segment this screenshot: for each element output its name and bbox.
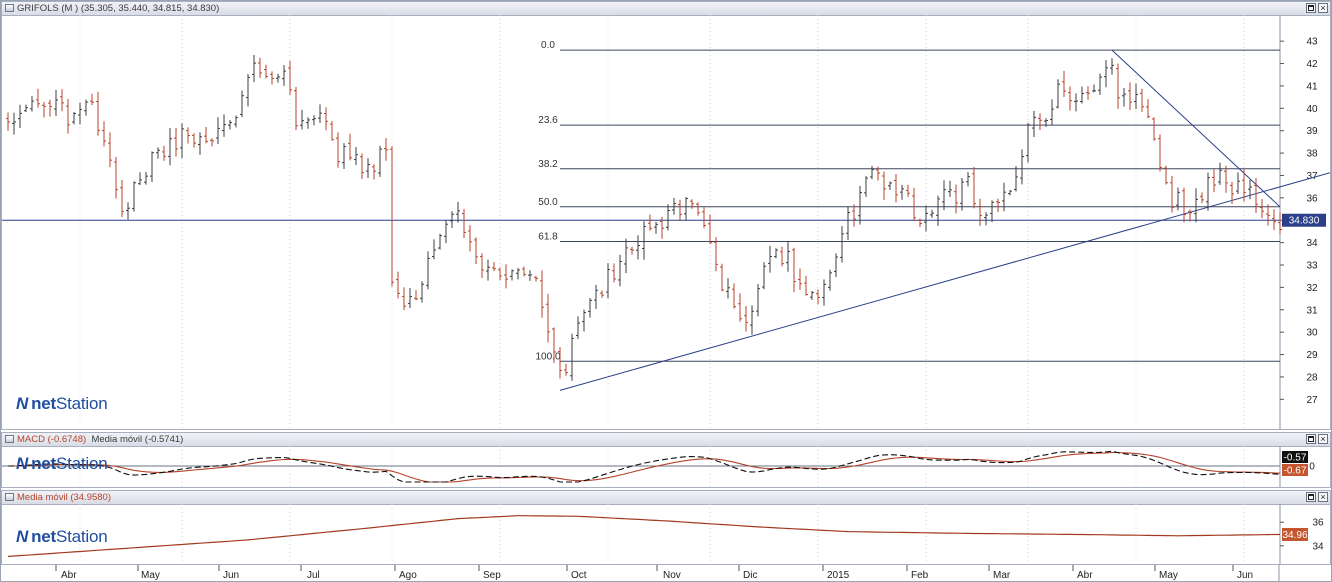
date-axis-label: Jun — [1237, 570, 1253, 581]
fib-level-label: 38.2 — [538, 159, 558, 170]
close-icon[interactable] — [1318, 3, 1328, 13]
fib-level-label: 0.0 — [541, 40, 555, 51]
price-axis-tick-label: 43 — [1306, 37, 1318, 48]
date-axis-label: Ago — [399, 570, 417, 581]
price-axis-tick-label: 28 — [1306, 372, 1318, 383]
netstation-logo-icon: N — [16, 527, 29, 546]
macd-signal-legend: Media móvil (-0.5741) — [91, 434, 184, 445]
date-axis-label: Abr — [1077, 570, 1093, 581]
fib-level-label: 100.0 — [535, 351, 560, 362]
date-axis-label: Sep — [483, 570, 501, 581]
date-axis-label: May — [141, 570, 160, 581]
price-axis-tick-label: 29 — [1306, 350, 1318, 361]
price-panel: GRIFOLS (M ) (35.305, 35.440, 34.815, 34… — [1, 1, 1331, 430]
fib-level-label: 50.0 — [538, 197, 558, 208]
macd-panel-header: MACD (-0.6748) Media móvil (-0.5741) — [2, 433, 1330, 447]
ma-chart: 34 36 34.96 — [7, 504, 1324, 564]
date-axis-label: Oct — [571, 570, 587, 581]
netstation-logo-icon: N — [16, 454, 29, 473]
maximize-icon[interactable] — [1306, 3, 1316, 13]
macd-signal-line — [8, 451, 1281, 483]
price-axis-tick-label: 38 — [1306, 149, 1318, 160]
signal-value-label: -0.67 — [1284, 466, 1307, 477]
close-icon[interactable] — [1318, 492, 1328, 502]
price-axis-tick-label: 37 — [1306, 171, 1318, 182]
ma-axis-tick-label: 36 — [1312, 518, 1324, 529]
last-price-tag — [1282, 213, 1326, 227]
price-axis-tick-label: 32 — [1306, 283, 1318, 294]
price-axis-tick-label: 39 — [1306, 126, 1318, 137]
price-axis-tick-label: 42 — [1306, 59, 1318, 70]
date-axis-label: Nov — [663, 570, 681, 581]
panel-menu-icon[interactable] — [5, 493, 14, 501]
netstation-logo-icon: N — [16, 394, 29, 413]
maximize-icon[interactable] — [1306, 492, 1316, 502]
date-axis-label: Jun — [223, 570, 239, 581]
price-axis-tick-label: 34 — [1306, 238, 1318, 249]
price-axis-tick-label: 31 — [1306, 305, 1318, 316]
macd-legend: MACD (-0.6748) — [17, 434, 87, 445]
date-axis-label: Jul — [307, 570, 320, 581]
date-axis: Abr May Jun Jul Ago Sep Oct Nov Dic 2015 Feb Mar Abr… — [1, 564, 1331, 581]
price-axis-tick-label: 27 — [1306, 395, 1318, 406]
trendline — [1111, 49, 1281, 208]
price-chart: 27282930313233343536373839404142430.023.… — [2, 15, 1330, 429]
fib-level-label: 23.6 — [538, 115, 558, 126]
ma-legend: Media móvil (34.9580) — [17, 492, 111, 503]
price-axis-tick-label: 33 — [1306, 261, 1318, 272]
date-axis-label: Feb — [911, 570, 929, 581]
price-axis-tick-label: 36 — [1306, 193, 1318, 204]
price-panel-title: GRIFOLS (M ) (35.305, 35.440, 34.815, 34… — [17, 3, 220, 14]
panel-menu-icon[interactable] — [5, 4, 14, 12]
date-axis-label: Abr — [61, 570, 77, 581]
date-axis-chart: Abr May Jun Jul Ago Sep Oct Nov Dic 2015 Feb Mar Abr… — [55, 565, 1280, 581]
ma-axis-tick-label: 34 — [1312, 541, 1324, 552]
price-panel-header: GRIFOLS (M ) (35.305, 35.440, 34.815, 34… — [2, 2, 1330, 16]
date-axis-label: Mar — [993, 570, 1011, 581]
price-axis-tick-label: 41 — [1306, 81, 1318, 92]
close-icon[interactable] — [1318, 434, 1328, 444]
date-axis-label: 2015 — [827, 570, 850, 581]
macd-axis-tick-label: 0 — [1309, 462, 1315, 473]
fib-level-label: 61.8 — [538, 232, 558, 243]
ma-value-label: 34.96 — [1282, 530, 1307, 541]
macd-line — [7, 450, 1281, 483]
macd-chart: 0-0.57 -0.67 — [2, 446, 1315, 487]
macd-value-tag — [1282, 451, 1308, 463]
ma-panel-header: Media móvil (34.9580) — [2, 491, 1330, 505]
ma-line — [7, 515, 1280, 558]
date-axis-label: May — [1159, 570, 1178, 581]
ma-panel: Media móvil (34.9580) 34 36 34.96 NnetStat… — [1, 490, 1331, 565]
ma-value-tag — [1282, 527, 1308, 541]
panel-menu-icon[interactable] — [5, 435, 14, 443]
price-axis-tick-label: 40 — [1306, 104, 1318, 115]
signal-value-tag — [1282, 464, 1308, 476]
trendline — [559, 172, 1330, 391]
date-axis-label: Dic — [743, 570, 757, 581]
last-price-label: 34.830 — [1289, 216, 1320, 227]
maximize-icon[interactable] — [1306, 434, 1316, 444]
macd-value-label: -0.57 — [1284, 453, 1307, 464]
price-axis-tick-label: 30 — [1306, 328, 1318, 339]
macd-panel: MACD (-0.6748) Media móvil (-0.5741) 0-0… — [1, 432, 1331, 488]
